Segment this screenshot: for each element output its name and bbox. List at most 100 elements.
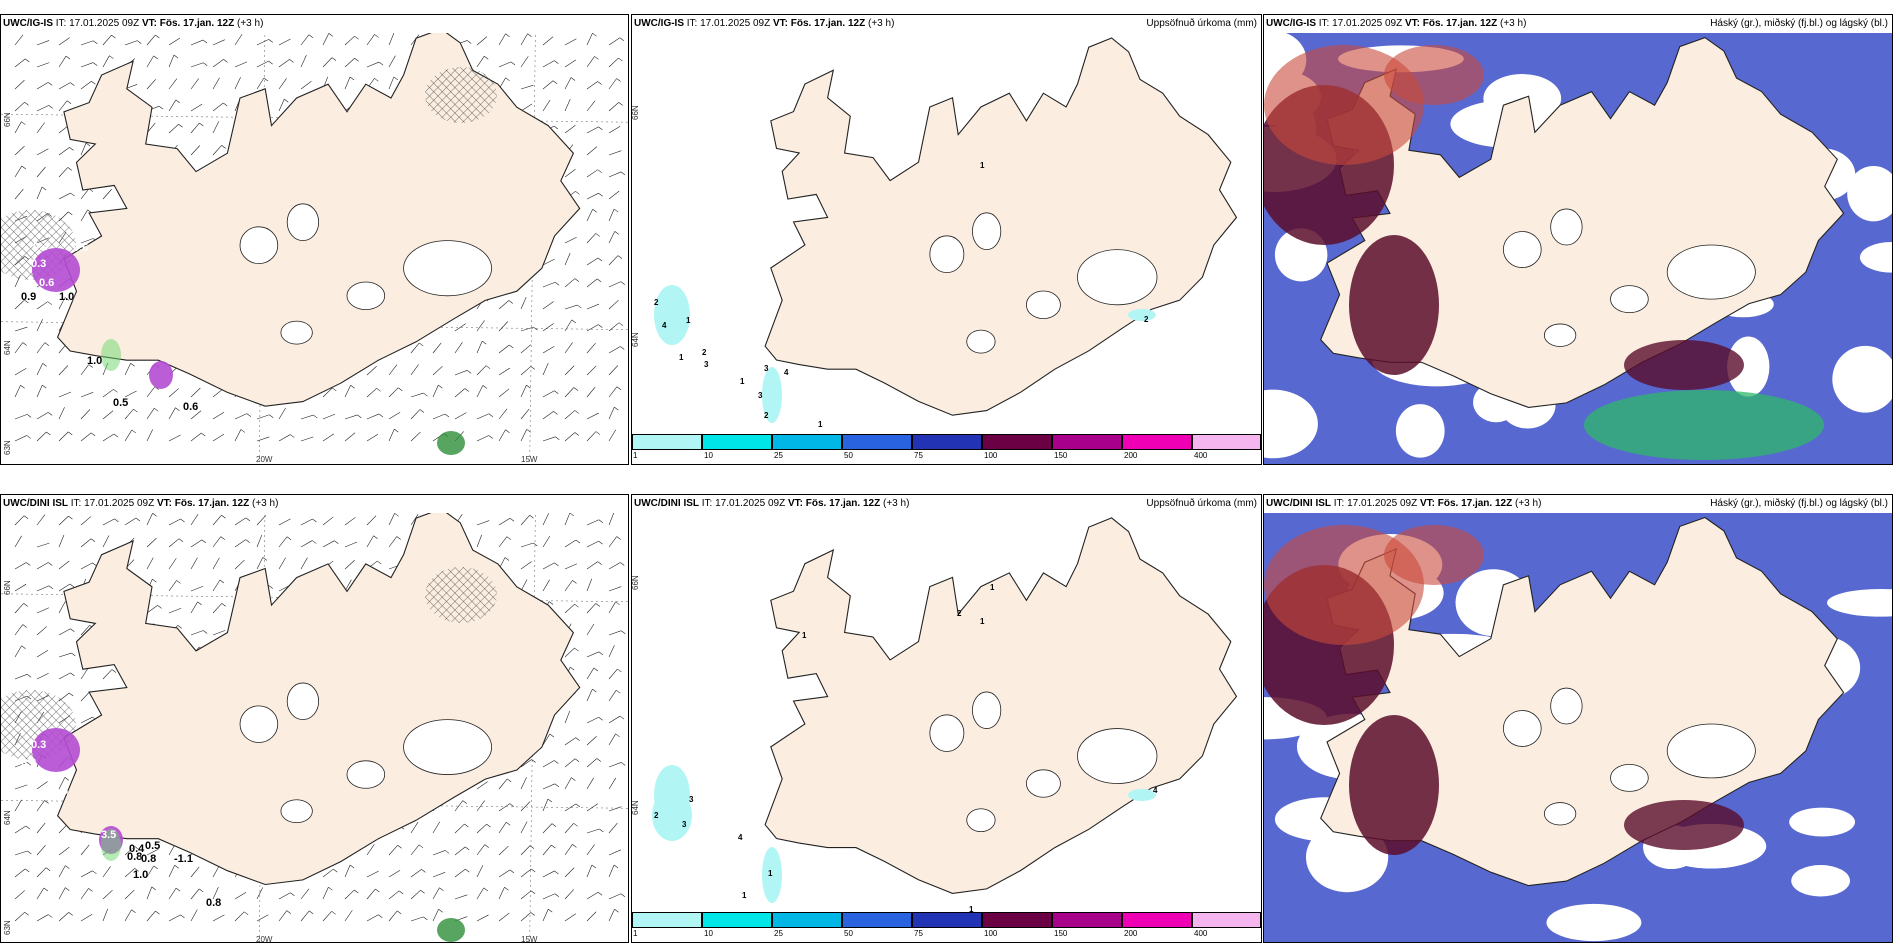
wind-barb (146, 537, 157, 548)
wind-barb (212, 102, 224, 112)
precip-label: 4 (1153, 786, 1158, 795)
wind-barb-feather (554, 562, 559, 567)
glacier-outline (966, 329, 996, 354)
wind-barb (608, 365, 619, 376)
wind-barb-feather (531, 868, 536, 873)
wind-barb-feather (547, 798, 553, 803)
wind-barb (102, 866, 111, 878)
wind-barb (498, 429, 506, 442)
field-value-label: 1.0 (59, 291, 75, 303)
wind-barb-feather (69, 583, 75, 588)
wind-barb (520, 912, 532, 922)
wind-barb (564, 647, 575, 658)
wind-barb-feather (555, 436, 560, 441)
wind-barb (256, 515, 267, 526)
precip-map-panel-top[interactable]: UWC/IG-IS IT: 17.01.2025 09Z VT: Fös. 17… (631, 14, 1262, 465)
wind-barb-feather (464, 388, 470, 392)
wind-barb-feather (68, 211, 73, 216)
wind-barb (344, 910, 353, 922)
wind-barb-feather (597, 81, 602, 85)
wind-barb (454, 342, 463, 354)
wind-barb (520, 33, 528, 46)
wind-barb-feather (423, 916, 428, 921)
wind-barb-feather (245, 539, 250, 543)
wind-barb (542, 798, 549, 812)
wind-barb (14, 101, 25, 112)
wind-barb-feather (221, 514, 226, 519)
wind-barb-feather (203, 62, 208, 66)
precip-label: 1 (742, 891, 747, 900)
wind-barb-feather (219, 579, 225, 584)
wind-barb-feather (21, 645, 26, 650)
wind-barb (608, 762, 622, 768)
wind-barb (432, 384, 439, 398)
wind-barb (36, 626, 47, 636)
wind-barb-feather (598, 126, 603, 131)
wind-barb (542, 362, 549, 376)
wind-barb (542, 733, 551, 746)
wind-barb-feather (621, 630, 626, 634)
precip-colorbar: 1 10 25 50 75 100 150 200 400 (632, 434, 1261, 464)
wind-barb (322, 33, 330, 46)
wind-barb-feather (133, 408, 138, 413)
wind-map-panel-top[interactable]: UWC/IG-IS IT: 17.01.2025 09Z VT: Fös. 17… (0, 14, 629, 465)
wind-barb (608, 322, 620, 332)
colorbar-tick: 400 (1194, 451, 1208, 460)
wind-barb (14, 868, 26, 878)
wind-barb-feather (201, 432, 206, 437)
wind-barb (498, 321, 509, 332)
colorbar-tick: 75 (914, 929, 923, 938)
wind-barb-feather (526, 384, 531, 389)
wind-barb-feather (488, 435, 493, 439)
wind-barb-feather (202, 39, 208, 44)
wind-barb (564, 77, 572, 90)
wind-barb-feather (620, 893, 626, 897)
wind-barb (454, 370, 468, 376)
wind-barb-feather (221, 603, 226, 607)
wind-map-graphic (1, 15, 628, 464)
cloud-map-panel-top[interactable]: UWC/IG-IS IT: 17.01.2025 09Z VT: Fös. 17… (1263, 14, 1893, 465)
wind-barb-feather (26, 562, 31, 566)
field-value-label: 1.0 (87, 355, 103, 367)
wind-barb (564, 539, 577, 548)
wind-barb (586, 324, 599, 332)
lon-label: 20W (256, 935, 273, 943)
glacier-outline (280, 320, 313, 345)
wind-barb-feather (531, 759, 536, 763)
wind-barb-feather (199, 122, 204, 127)
wind-barb-feather (554, 783, 560, 788)
wind-barb-feather (505, 77, 510, 82)
wind-barb-feather (354, 35, 359, 40)
panel-field-label: Uppsöfnuð úrkoma (mm) (1146, 18, 1257, 29)
wind-map-panel-bottom[interactable]: UWC/DINI ISL IT: 17.01.2025 09Z VT: Fös.… (0, 494, 629, 943)
wind-barb-feather (620, 762, 626, 766)
wind-barb (564, 758, 576, 768)
wind-barb-feather (174, 865, 179, 869)
wind-barb (322, 911, 332, 922)
cloud-map-panel-bottom[interactable]: UWC/DINI ISL IT: 17.01.2025 09Z VT: Fös.… (1263, 494, 1893, 943)
wind-barb (608, 102, 619, 112)
precip-map-panel-bottom[interactable]: UWC/DINI ISL IT: 17.01.2025 09Z VT: Fös.… (631, 494, 1262, 943)
wind-barb-feather (505, 429, 510, 433)
precip-map-graphic (652, 517, 1238, 903)
wind-barb (542, 258, 555, 266)
wind-barb-feather (554, 390, 559, 394)
wind-barb (564, 580, 573, 592)
iceland-landmass (56, 508, 581, 886)
wind-barb-feather (70, 628, 75, 633)
wind-barb (608, 562, 621, 570)
wind-barb (564, 98, 571, 112)
wind-barb (564, 710, 571, 724)
wind-barb (168, 887, 177, 900)
wind-barb-feather (178, 538, 184, 542)
wind-barb-feather (26, 762, 32, 766)
glacier-outline (1610, 763, 1649, 792)
wind-barb-feather (488, 413, 494, 417)
wind-barb (410, 844, 420, 856)
glacier-outline (346, 760, 386, 789)
wind-barb-feather (312, 540, 317, 544)
wind-barb (454, 846, 466, 856)
wind-barb (520, 515, 530, 526)
wind-barb (586, 844, 595, 856)
wind-barb (608, 231, 616, 244)
